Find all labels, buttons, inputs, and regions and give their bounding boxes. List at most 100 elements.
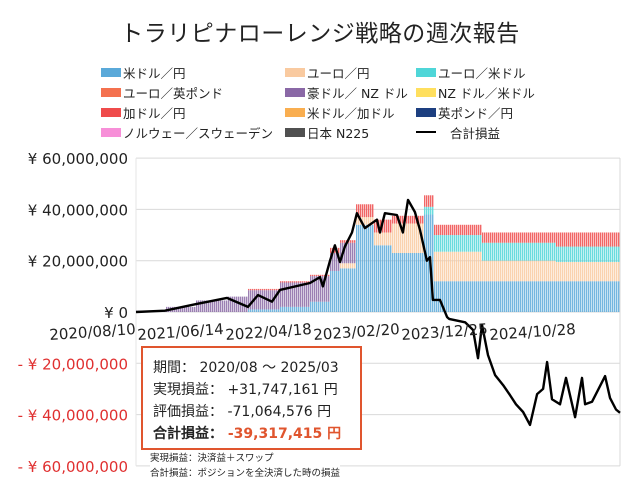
bar-segment (346, 263, 348, 269)
bar-segment (344, 268, 346, 312)
bar-segment (306, 282, 308, 307)
bar-segment (442, 235, 444, 252)
bar-segment (506, 242, 508, 261)
bar-segment (252, 288, 254, 291)
bar-segment (490, 232, 492, 243)
bar-segment (292, 306, 294, 312)
bar-segment (530, 242, 532, 261)
bar-segment (342, 268, 344, 312)
bar-segment (188, 306, 190, 312)
bar-segment (390, 232, 392, 246)
bar-segment (584, 261, 586, 282)
bar-segment (322, 274, 324, 277)
bar-segment (356, 224, 358, 312)
bar-segment (484, 232, 486, 243)
bar-segment (444, 224, 446, 236)
bar-segment (588, 246, 590, 262)
bar-segment (420, 215, 422, 224)
x-tick-label: 2023/12/25 (401, 320, 489, 344)
chart-title: トラリピナローレンジ戦略の週次報告 (120, 21, 520, 47)
legend-swatch-icon (285, 107, 305, 117)
bar-segment (312, 274, 314, 277)
bar-segment (356, 217, 358, 225)
bar-segment (436, 251, 438, 282)
bar-segment (520, 242, 522, 261)
bar-segment (570, 246, 572, 262)
bar-segment (436, 281, 438, 312)
bar-segment (358, 224, 360, 312)
bar-segment (328, 276, 330, 302)
bar-segment (560, 232, 562, 247)
bar-segment (474, 251, 476, 282)
bar-segment (450, 281, 452, 312)
bar-segment (428, 195, 430, 207)
bar-segment (476, 251, 478, 282)
legend-label: 豪ドル／ NZ ドル (307, 85, 408, 101)
legend-swatch-icon (285, 67, 305, 77)
bar-segment (458, 235, 460, 252)
bar-segment (260, 309, 262, 312)
bar-segment (386, 245, 388, 312)
bar-segment (602, 246, 604, 262)
bar-segment (450, 224, 452, 236)
bar-segment (556, 281, 558, 312)
bar-segment (346, 242, 348, 264)
bar-segment (600, 232, 602, 247)
bar-segment (532, 281, 534, 312)
bar-segment (406, 215, 408, 224)
bar-segment (572, 281, 574, 312)
bar-segment (554, 242, 556, 261)
bar-segment (340, 268, 342, 312)
bar-segment (618, 261, 620, 282)
bar-segment (610, 261, 612, 282)
bar-segment (582, 246, 584, 262)
bar-segment (334, 247, 336, 254)
bar-segment (528, 242, 530, 261)
bar-segment (250, 290, 252, 310)
bar-segment (396, 215, 398, 224)
bar-segment (394, 223, 396, 254)
bar-segment (270, 309, 272, 312)
bar-segment (438, 251, 440, 282)
bar-segment (186, 306, 188, 312)
bar-segment (592, 281, 594, 312)
bar-segment (572, 261, 574, 282)
bar-segment (198, 300, 200, 312)
bar-segment (598, 261, 600, 282)
bar-segment (388, 232, 390, 246)
bar-segment (384, 219, 386, 233)
bar-segment (580, 281, 582, 312)
bar-segment (598, 281, 600, 312)
bar-segment (488, 281, 490, 312)
bar-segment (486, 242, 488, 261)
bar-segment (558, 246, 560, 262)
bar-segment (374, 245, 376, 312)
bar-segment (580, 232, 582, 247)
bar-segment (370, 204, 372, 218)
bar-segment (378, 232, 380, 246)
bar-segment (380, 245, 382, 312)
bar-segment (478, 224, 480, 236)
bar-segment (472, 251, 474, 282)
bar-segment (474, 281, 476, 312)
bar-segment (308, 282, 310, 307)
bar-segment (618, 232, 620, 247)
bar-segment (460, 224, 462, 236)
bar-segment (478, 235, 480, 252)
bar-segment (444, 251, 446, 282)
bar-segment (606, 246, 608, 262)
bar-segment (418, 253, 420, 312)
bar-segment (368, 204, 370, 218)
bar-segment (590, 246, 592, 262)
legend-label: 英ポンド／円 (438, 105, 514, 121)
bar-segment (582, 281, 584, 312)
period-value: 2020/08 ～ 2025/03 (199, 360, 339, 376)
bar-segment (536, 242, 538, 261)
bar-segment (350, 240, 352, 243)
bar-segment (394, 215, 396, 224)
bar-segment (330, 247, 332, 254)
bar-segment (608, 246, 610, 262)
bar-segment (614, 232, 616, 247)
bar-segment (318, 274, 320, 277)
bar-segment (494, 260, 496, 282)
